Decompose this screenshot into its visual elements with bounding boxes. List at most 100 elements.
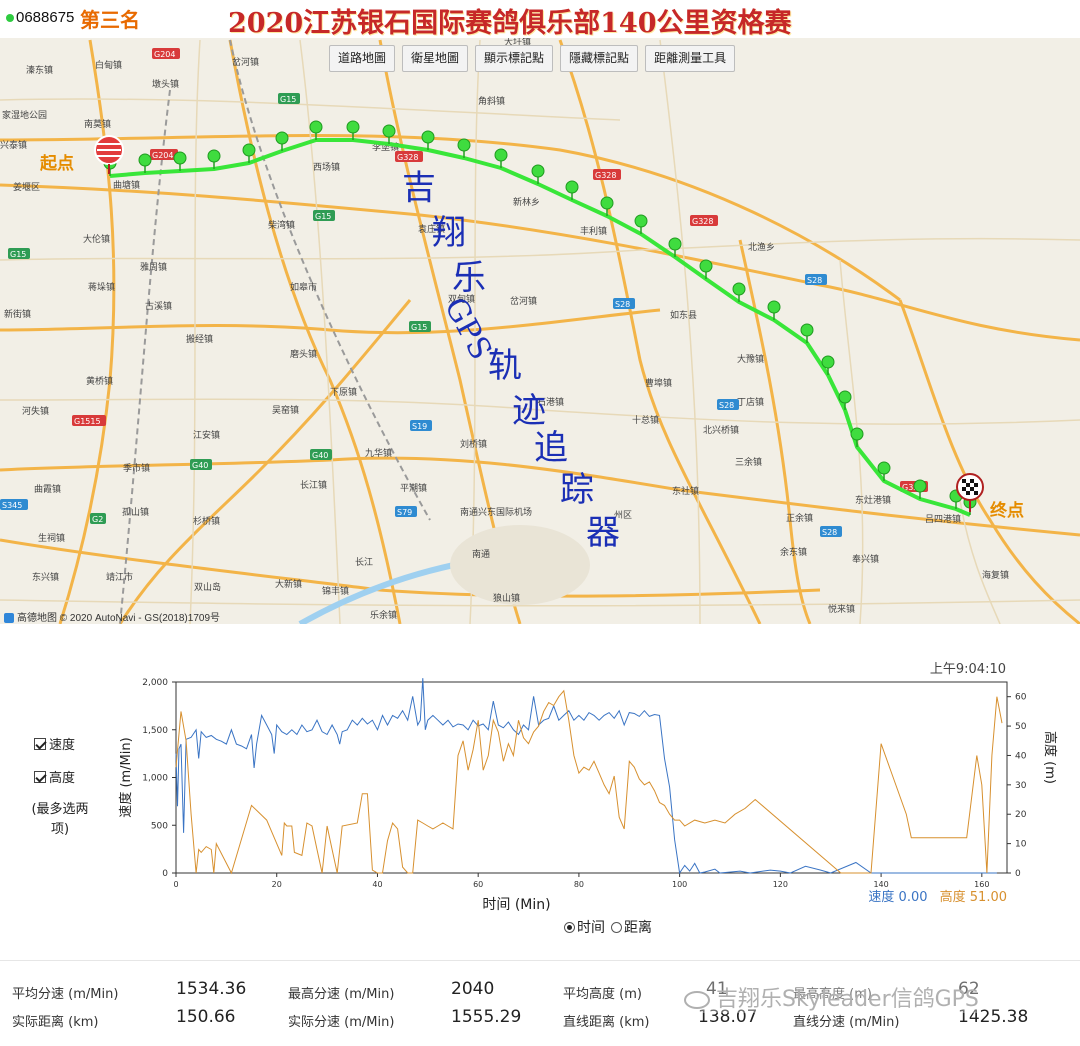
x-tick-label: 0 [173,880,178,889]
track-marker[interactable] [494,148,508,168]
altitude-checkbox[interactable] [34,770,46,783]
map-copyright: 高德地图 © 2020 AutoNavi - GS(2018)1709号 [4,609,220,624]
avg-altitude-value: 41 [706,979,728,999]
location-pin-icon [6,14,14,23]
y-right-tick-label: 40 [1015,751,1027,761]
place-label: 新林乡 [513,196,540,208]
track-markers[interactable] [103,120,977,515]
place-label: 平潮镇 [400,482,427,494]
place-label: 如皋市 [290,281,317,293]
flight-track-line [109,138,971,517]
track-marker[interactable] [421,130,435,150]
track-marker[interactable] [913,479,927,499]
actual-distance-value: 150.66 [176,1007,236,1027]
speed-toggle[interactable]: 速度 [34,734,90,753]
track-marker[interactable] [457,138,471,158]
chart-timestamp: 上午9:04:10 [929,662,1006,677]
y-left-tick-label: 2,000 [142,678,168,688]
watermark-char: 轨 [488,346,522,386]
time-mode-radio[interactable]: 时间 [564,917,605,937]
avg-altitude-label: 平均高度 (m) [563,987,642,1002]
track-marker[interactable] [275,131,289,151]
hide-markers-button[interactable]: 隱藏標記點 [560,45,639,72]
y-right-tick-label: 60 [1015,693,1027,703]
x-tick-label: 160 [974,880,989,889]
track-marker[interactable] [732,282,746,302]
road-badge: G328 [593,169,621,180]
place-label: 黄桥镇 [86,375,113,387]
place-label: 大豫镇 [737,353,764,365]
place-label: 蒋垛镇 [88,281,115,293]
road-map-button[interactable]: 道路地圖 [329,45,396,72]
track-marker[interactable] [838,390,852,410]
place-label: 白甸镇 [95,59,122,71]
road-badge-text: G15 [280,95,296,104]
place-label: 靖江市 [106,571,133,583]
place-label: 南通 [472,548,490,560]
start-flag-icon[interactable] [94,135,124,174]
track-marker[interactable] [382,124,396,144]
track-marker[interactable] [800,323,814,343]
road-badge: S28 [613,298,635,309]
place-label: 兴泰镇 [0,139,27,151]
y-right-tick-label: 10 [1015,840,1027,850]
y-left-axis-label: 速度 (m/Min) [118,737,134,817]
place-label: 季市镇 [123,462,150,474]
map-canvas[interactable]: 溱东镇 白甸镇墩头镇家湿地公园南莫镇岔河镇角斜镇李堡镇西场镇曲塘镇新林乡丰利镇大伦… [0,0,1080,624]
distance-mode-radio[interactable]: 距离 [611,917,652,937]
time-mode-label: 时间 [577,920,605,936]
distance-radio-dot[interactable] [611,921,622,933]
road-badge-text: G15 [315,212,331,221]
track-marker[interactable] [668,237,682,257]
map-road-badges: G204 G15 G328 G328 G328 S28 G15 S28 G15 S19 G40 G40… [0,48,928,537]
show-markers-button[interactable]: 顯示標記點 [475,45,554,72]
altitude-toggle[interactable]: 高度 [34,767,90,786]
place-label: 南通兴东国际机场 [460,506,532,518]
track-marker[interactable] [600,196,614,216]
place-label: 大新镇 [275,578,302,590]
watermark-char: 迹 [512,391,546,431]
track-marker[interactable] [309,120,323,140]
track-marker[interactable] [242,143,256,163]
track-marker[interactable] [821,355,835,375]
place-label: 雅周镇 [140,261,167,273]
max-speed-label: 最高分速 (m/Min) [288,987,395,1002]
place-label: 曲塘镇 [113,179,140,191]
place-label: 东兴镇 [32,571,59,583]
watermark-char: 翔 [432,213,466,253]
place-label: 双甸镇 [448,293,475,305]
bird-id: 0688675 [6,9,74,26]
speed-checkbox[interactable] [34,737,46,750]
distance-tool-button[interactable]: 距離測量工具 [645,45,736,72]
plot-frame [175,681,1008,874]
straight-distance-value: 138.07 [698,1007,758,1027]
track-endpoints[interactable] [94,135,984,512]
track-marker[interactable] [699,259,713,279]
track-marker[interactable] [634,214,648,234]
road-badge: G204 [150,149,178,160]
track-marker[interactable] [138,153,152,173]
speed-altitude-chart[interactable]: 0 500 1,000 1,500 2,000 0 10 20 30 40 50 60 0 20 40 60 8… [0,624,1080,960]
road-badge-text: S345 [2,501,22,510]
time-radio-dot[interactable] [564,921,575,933]
track-marker[interactable] [850,427,864,447]
place-label: 角斜镇 [478,95,505,107]
road-badge-text: S28 [807,276,822,285]
satellite-map-button[interactable]: 衛星地圖 [402,45,469,72]
track-marker[interactable] [877,461,891,481]
track-marker[interactable] [565,180,579,200]
road-badge-text: G2 [92,515,103,524]
track-marker[interactable] [767,300,781,320]
track-marker[interactable] [207,149,221,169]
track-marker[interactable] [531,164,545,184]
road-badge-text: S28 [822,528,837,537]
map-view[interactable]: 溱东镇 白甸镇 墩头镇 家湿地公园 南莫镇 岔河镇 角斜镇 李堡镇 西场镇 曲塘镇 新林乡 丰利镇 大伦… [0,0,1080,624]
x-mode-switch: 时间 距离 [564,917,652,937]
finish-flag-icon[interactable] [956,473,984,512]
chart-readouts: 速度 0.00 高度 51.00 [868,886,1007,905]
track-marker[interactable] [173,151,187,171]
x-tick-label: 140 [873,880,888,889]
road-badge: G40 [190,459,212,470]
map-toolbar: 道路地圖 衛星地圖 顯示標記點 隱藏標記點 距離測量工具 [329,45,736,72]
track-marker[interactable] [346,120,360,140]
